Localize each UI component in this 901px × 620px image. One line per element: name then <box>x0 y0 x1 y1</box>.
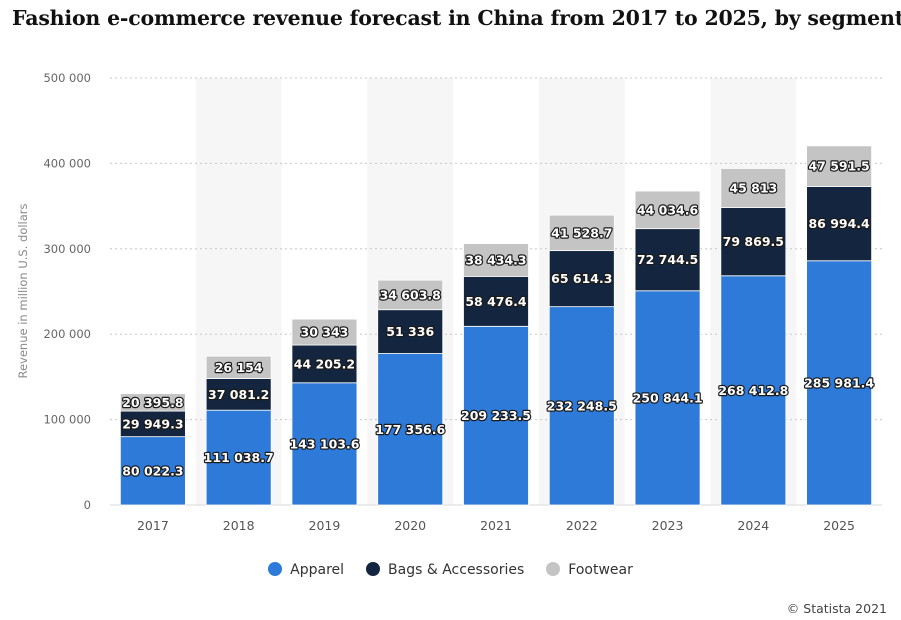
x-tick-label: 2023 <box>652 518 684 533</box>
y-tick-label: 400 000 <box>43 156 91 170</box>
data-label: 26 154 <box>215 360 263 375</box>
data-label: 47 591.5 <box>808 159 869 174</box>
data-label: 72 744.5 <box>637 252 698 267</box>
data-label: 51 336 <box>386 324 434 339</box>
legend-swatch <box>268 562 283 576</box>
data-label: 268 412.8 <box>718 383 788 398</box>
x-tick-label: 2017 <box>137 518 169 533</box>
data-label: 30 343 <box>301 325 349 340</box>
bar-segment <box>377 309 444 354</box>
bar-segment <box>634 190 701 230</box>
legend-item[interactable]: Bags & Accessories <box>366 562 524 578</box>
bar-segment <box>205 355 272 379</box>
bar-segment <box>377 279 444 311</box>
bar-segment <box>205 378 272 411</box>
bar-segment <box>119 436 186 506</box>
chart-title: Fashion e-commerce revenue forecast in C… <box>12 6 901 30</box>
data-label: 41 528.7 <box>551 225 612 240</box>
bar-segment <box>720 168 787 208</box>
chart-legend: Apparel Bags & Accessories Footwear <box>0 562 901 578</box>
bar-segment <box>806 186 873 262</box>
legend-swatch <box>546 562 561 576</box>
bar-segment <box>463 275 529 327</box>
bar-segment <box>548 214 615 252</box>
data-label: 80 022.3 <box>122 463 183 478</box>
legend-label: Footwear <box>568 562 633 578</box>
data-label: 111 038.7 <box>204 450 274 465</box>
bar-segment <box>291 344 358 384</box>
x-tick-label: 2022 <box>566 518 598 533</box>
data-label: 143 103.6 <box>289 436 359 451</box>
data-label: 58 476.4 <box>465 294 527 309</box>
data-label: 44 205.2 <box>294 356 355 371</box>
data-label: 29 949.3 <box>122 416 183 431</box>
legend-swatch <box>366 562 381 576</box>
data-label: 65 614.3 <box>551 271 612 286</box>
data-label: 177 356.6 <box>375 422 445 437</box>
y-tick-label: 500 000 <box>43 71 91 85</box>
data-label: 232 248.5 <box>547 398 617 413</box>
bar-segment <box>806 145 873 187</box>
legend-item[interactable]: Apparel <box>268 562 344 578</box>
bar-segment <box>720 275 787 506</box>
bar-segment <box>548 250 615 308</box>
bar-segment <box>806 260 873 506</box>
bar-segment <box>634 290 701 506</box>
x-tick-label: 2020 <box>394 518 426 533</box>
data-label: 44 034.6 <box>637 202 699 217</box>
x-tick-label: 2025 <box>823 518 855 533</box>
statista-credit: © Statista 2021 <box>786 601 887 616</box>
data-label: 45 813 <box>729 181 777 196</box>
x-tick-label: 2021 <box>480 518 512 533</box>
bar-segment <box>463 243 529 277</box>
bar-segment <box>119 393 186 412</box>
y-tick-label: 300 000 <box>43 242 91 256</box>
data-label: 285 981.4 <box>804 375 874 390</box>
y-axis-label: Revenue in million U.S. dollars <box>16 203 30 378</box>
legend-label: Bags & Accessories <box>388 562 525 578</box>
data-label: 86 994.4 <box>808 216 870 231</box>
x-tick-label: 2024 <box>737 518 769 533</box>
x-tick-label: 2018 <box>223 518 255 533</box>
data-label: 34 603.8 <box>380 287 441 302</box>
stacked-bar-chart: 0 100 000 200 000 300 000 400 000 500 000 80 … <box>16 71 882 533</box>
bar-segment <box>720 207 787 277</box>
y-tick-label: 200 000 <box>43 327 91 341</box>
bar-segment <box>205 409 272 506</box>
bar-segment <box>634 228 701 292</box>
data-label: 79 869.5 <box>723 234 784 249</box>
y-tick-label: 100 000 <box>43 413 91 427</box>
data-label: 209 233.5 <box>461 408 531 423</box>
data-label: 38 434.3 <box>465 252 526 267</box>
bar-segment <box>548 306 615 506</box>
legend-item[interactable]: Footwear <box>546 562 633 578</box>
data-label: 20 395.8 <box>122 395 183 410</box>
bar-segment <box>463 325 529 506</box>
x-tick-label: 2019 <box>309 518 341 533</box>
data-label: 250 844.1 <box>633 390 703 405</box>
bar-segment <box>377 353 444 506</box>
bar-segment <box>291 318 358 346</box>
y-tick-label: 0 <box>84 498 91 512</box>
bar-segment <box>119 410 186 438</box>
legend-label: Apparel <box>290 562 345 578</box>
data-label: 37 081.2 <box>208 387 269 402</box>
